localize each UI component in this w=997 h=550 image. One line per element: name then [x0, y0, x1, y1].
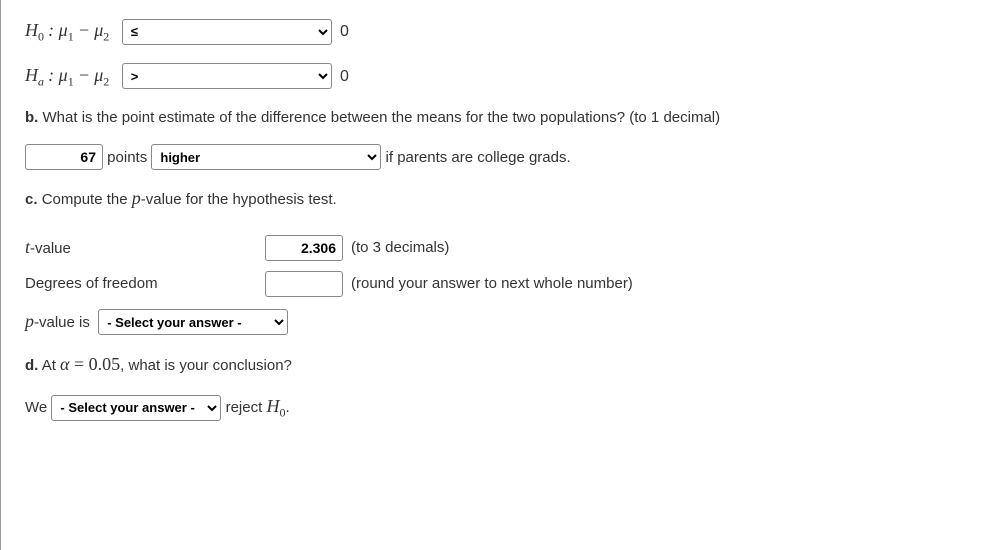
p-value-select[interactable]: - Select your answer -: [98, 309, 288, 335]
part-c-pre: Compute the: [42, 191, 132, 208]
reject-text: reject: [226, 399, 267, 416]
p-value-line: p-value is - Select your answer -: [25, 307, 989, 336]
t-value-label: t-value: [25, 237, 265, 258]
h0-conclusion: H0: [266, 396, 285, 416]
conclusion-line: We - Select your answer - reject H0.: [25, 392, 989, 423]
part-d-question: d. At α = 0.05, what is your conclusion?: [25, 350, 989, 379]
ha-operator-select[interactable]: >: [122, 63, 332, 89]
mu2: μ2: [94, 20, 109, 40]
colon: :: [48, 20, 59, 40]
df-row: Degrees of freedom (round your answer to…: [25, 271, 989, 297]
part-d-q: what is your conclusion?: [128, 357, 291, 374]
p-italic: p: [25, 311, 34, 331]
minus: −: [78, 20, 90, 40]
ha-rhs: 0: [340, 68, 349, 85]
p-italic: p: [132, 188, 141, 208]
mu2: μ2: [94, 65, 109, 85]
h0-operator-select[interactable]: ≤: [122, 19, 332, 45]
direction-select[interactable]: higher: [151, 144, 381, 170]
colon: :: [48, 65, 59, 85]
part-c-post: -value for the hypothesis test.: [141, 191, 337, 208]
we-text: We: [25, 399, 47, 416]
part-d-label: d.: [25, 357, 38, 374]
ha-symbol: Ha: [25, 65, 44, 85]
df-note: (round your answer to next whole number): [351, 275, 633, 292]
points-text: points: [107, 149, 147, 166]
h0-rhs: 0: [340, 23, 349, 40]
part-b-label: b.: [25, 109, 38, 126]
mu1: μ1: [59, 20, 74, 40]
h0-symbol: H0: [25, 20, 44, 40]
part-b-text: What is the point estimate of the differ…: [43, 109, 721, 126]
df-label: Degrees of freedom: [25, 275, 265, 292]
p-value-text: -value is: [34, 314, 90, 331]
ha-line: Ha : μ1 − μ2 > 0: [25, 61, 989, 92]
part-c-label: c.: [25, 191, 38, 208]
df-input[interactable]: [265, 271, 343, 297]
part-c-question: c. Compute the p-value for the hypothesi…: [25, 184, 989, 213]
minus: −: [78, 65, 90, 85]
part-b-answer: points higher if parents are college gra…: [25, 144, 989, 171]
mu1: μ1: [59, 65, 74, 85]
t-value-input[interactable]: [265, 235, 343, 261]
h0-line: H0 : μ1 − μ2 ≤ 0: [25, 16, 989, 47]
t-value-row: t-value (to 3 decimals): [25, 235, 989, 261]
point-estimate-input[interactable]: [25, 144, 103, 170]
t-value-note: (to 3 decimals): [351, 239, 449, 256]
conclusion-select[interactable]: - Select your answer -: [51, 395, 221, 421]
part-b-question: b. What is the point estimate of the dif…: [25, 106, 989, 130]
at-text: At: [42, 357, 60, 374]
part-b-suffix: if parents are college grads.: [386, 149, 571, 166]
